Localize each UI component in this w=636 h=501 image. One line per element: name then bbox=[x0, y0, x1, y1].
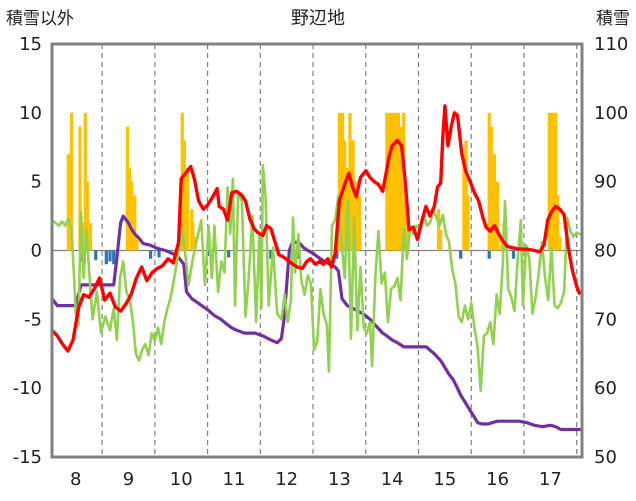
bar-0-49 bbox=[549, 112, 554, 251]
bar-0-38 bbox=[462, 154, 466, 251]
bar-1-9 bbox=[227, 250, 231, 258]
bar-0-14 bbox=[185, 167, 190, 251]
bar-0-53 bbox=[558, 236, 562, 251]
bar-0-39 bbox=[464, 140, 468, 251]
y-left-tick-label: -5 bbox=[24, 309, 42, 330]
plot-frame bbox=[50, 42, 584, 459]
y-right-tick-label: 80 bbox=[594, 241, 617, 262]
line-series bbox=[50, 104, 582, 432]
plot-border bbox=[50, 42, 584, 459]
bar-0-42 bbox=[489, 126, 493, 251]
bar-0-34 bbox=[404, 195, 408, 251]
bar-0-16 bbox=[191, 222, 195, 251]
bar-0-2 bbox=[78, 126, 82, 251]
y-left-tick-label: 10 bbox=[19, 103, 42, 124]
bar-0-31 bbox=[396, 112, 401, 251]
bar-1-14 bbox=[487, 250, 491, 259]
y-left-tick-label: -15 bbox=[13, 447, 42, 468]
bar-0-29 bbox=[392, 112, 396, 251]
y-left-tick-label: 5 bbox=[31, 172, 42, 193]
bar-0-25 bbox=[357, 195, 362, 251]
bar-0-48 bbox=[547, 112, 551, 251]
y-left-tick-label: 15 bbox=[19, 34, 42, 55]
x-tick-label: 13 bbox=[328, 469, 351, 490]
bar-0-7 bbox=[125, 126, 130, 251]
y-axis-right-ticks: 110 100 90 80 70 60 50 bbox=[594, 34, 628, 468]
bar-0-5 bbox=[85, 181, 89, 251]
y-right-tick-label: 70 bbox=[594, 309, 617, 330]
bar-0-43 bbox=[492, 154, 497, 251]
series-line-2 bbox=[50, 214, 581, 432]
bar-1-12 bbox=[335, 250, 339, 259]
x-tick-label: 9 bbox=[123, 469, 134, 490]
y-right-tick-label: 60 bbox=[594, 378, 617, 399]
bar-0-24 bbox=[354, 181, 358, 251]
bar-0-19 bbox=[340, 112, 345, 251]
bar-0-28 bbox=[390, 112, 394, 251]
x-tick-label: 10 bbox=[170, 469, 193, 490]
bar-0-32 bbox=[398, 126, 403, 251]
x-tick-label: 12 bbox=[275, 469, 298, 490]
bar-0-9 bbox=[130, 181, 134, 251]
bar-0-10 bbox=[133, 195, 137, 251]
y-right-tick-label: 90 bbox=[594, 172, 617, 193]
y-left-tick-label: -10 bbox=[13, 378, 42, 399]
bar-0-30 bbox=[394, 112, 398, 251]
y-right-tick-label: 110 bbox=[594, 34, 628, 55]
bar-1-5 bbox=[112, 250, 116, 265]
bar-0-6 bbox=[88, 222, 93, 251]
y-left-tick-label: 0 bbox=[31, 241, 42, 262]
y-axis-right-title: 積雪 bbox=[596, 9, 630, 29]
bar-1-4 bbox=[108, 250, 112, 262]
bar-0-0 bbox=[66, 154, 70, 251]
bar-1-2 bbox=[94, 250, 98, 261]
bar-0-1 bbox=[69, 112, 74, 251]
bar-0-4 bbox=[83, 112, 87, 251]
y-right-tick-label: 100 bbox=[594, 103, 628, 124]
bar-0-8 bbox=[127, 167, 132, 251]
y-axis-left-ticks: 15 10 5 0 -5 -10 -15 bbox=[13, 34, 42, 468]
bar-0-18 bbox=[337, 112, 342, 251]
x-tick-label: 14 bbox=[381, 469, 404, 490]
y-axis-left-title: 積雪以外 bbox=[6, 9, 74, 29]
bar-1-10 bbox=[269, 250, 273, 259]
series-line-0 bbox=[50, 104, 582, 353]
bar-0-41 bbox=[487, 112, 491, 251]
x-tick-label: 11 bbox=[222, 469, 245, 490]
y-right-tick-label: 50 bbox=[594, 447, 617, 468]
bar-0-40 bbox=[466, 195, 470, 251]
chart-title: 野辺地 bbox=[291, 8, 345, 29]
bar-0-52 bbox=[556, 195, 560, 251]
x-tick-label: 17 bbox=[539, 469, 562, 490]
bar-1-15 bbox=[511, 250, 516, 259]
bar-1-6 bbox=[149, 250, 153, 259]
bar-0-13 bbox=[182, 140, 186, 251]
grid-lines bbox=[52, 44, 582, 457]
x-axis-ticks: 8 9 10 11 12 13 14 15 16 17 bbox=[70, 469, 562, 490]
bar-0-37 bbox=[439, 229, 443, 251]
bar-0-45 bbox=[500, 236, 504, 251]
bar-0-20 bbox=[343, 140, 347, 251]
x-tick-label: 16 bbox=[486, 469, 509, 490]
bar-0-36 bbox=[436, 209, 441, 251]
series-line-1 bbox=[50, 163, 581, 393]
bar-1-3 bbox=[104, 250, 108, 265]
bar-0-27 bbox=[387, 112, 391, 251]
bar-1-7 bbox=[157, 250, 161, 258]
bar-0-44 bbox=[496, 181, 500, 251]
bar-0-51 bbox=[554, 112, 558, 251]
bar-series-1 bbox=[79, 250, 516, 265]
bar-0-11 bbox=[135, 239, 139, 251]
bar-0-50 bbox=[551, 112, 556, 251]
x-tick-label: 15 bbox=[433, 469, 456, 490]
bar-0-23 bbox=[351, 140, 355, 251]
bar-1-13 bbox=[459, 250, 463, 259]
bar-0-26 bbox=[385, 112, 389, 251]
x-tick-label: 8 bbox=[70, 469, 81, 490]
